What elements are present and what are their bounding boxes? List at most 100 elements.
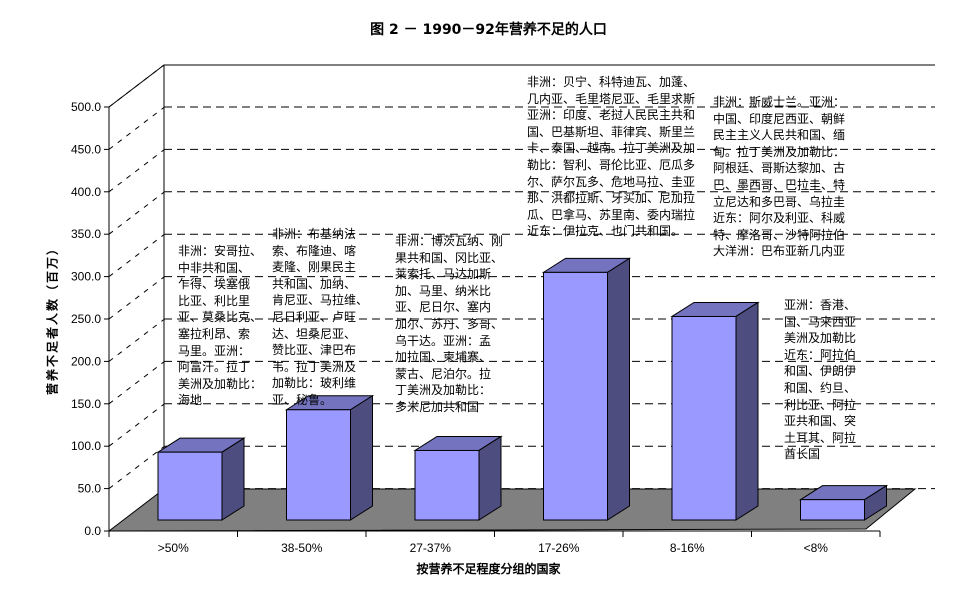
y-tick-label: 150.0 bbox=[71, 397, 101, 411]
y-tick-label: 100.0 bbox=[71, 439, 101, 453]
chart-title: 图 2 － 1990－92年营养不足的人口 bbox=[370, 22, 607, 38]
bar-front bbox=[286, 409, 351, 521]
bar bbox=[798, 484, 889, 521]
annotation-line: 和国、约旦、 bbox=[784, 380, 857, 395]
bars bbox=[156, 257, 889, 521]
bar-front bbox=[800, 499, 865, 521]
side-gridline bbox=[108, 446, 165, 489]
annotation-line: 卡、泰国、越南。拉丁美洲及加 bbox=[527, 141, 696, 156]
annotation-line: 乌干达。亚洲：孟 bbox=[395, 333, 492, 348]
annotation-line: 多米尼加共和国 bbox=[395, 399, 480, 414]
annotation-country-list: 非洲：布基纳法 索、布隆迪、喀 麦隆、刚果民主 共和国、加纳、 肯尼亚、马拉维、 尼日利亚… bbox=[272, 226, 372, 409]
annotation-line: 加尔、苏丹、多哥、 bbox=[395, 316, 504, 331]
annotation-line: 索、布隆迪、喀 bbox=[272, 243, 357, 258]
annotation-line: 巴、墨西哥、巴拉圭、特 bbox=[713, 177, 846, 192]
annotation-line: 民主主义人民共和国、缅 bbox=[713, 128, 846, 143]
y-axis-label: 营养不足者人数（百万） bbox=[45, 240, 60, 396]
side-gridline bbox=[108, 403, 165, 447]
y-tick-label: 500.0 bbox=[71, 100, 101, 114]
annotation-line: 亚、莫桑比克、 bbox=[178, 310, 263, 325]
y-tick-label: 450.0 bbox=[71, 142, 101, 156]
y-tick-label: 250.0 bbox=[71, 312, 101, 326]
annotation-line: 亚、尼日尔、塞内 bbox=[395, 300, 492, 315]
bar bbox=[670, 301, 760, 521]
bar-side bbox=[735, 301, 759, 521]
annotation-line: 勒比：智利、哥伦比亚、厄瓜多 bbox=[527, 157, 696, 172]
bar bbox=[284, 394, 375, 521]
x-tick-label: 8-16% bbox=[670, 541, 705, 555]
annotation-line: 酋长国 bbox=[784, 447, 821, 462]
annotation-line: 亚洲：印度、老挝人民民主共和 bbox=[527, 108, 696, 123]
annotation-line: 丁美洲及加勒比： bbox=[395, 383, 492, 398]
annotation-line: 甸。拉丁美洲及加勒比： bbox=[713, 144, 846, 159]
annotation-line: 国、马来西亚 bbox=[784, 314, 857, 329]
side-gridline bbox=[108, 319, 165, 362]
annotation-line: 加、马里、纳米比 bbox=[395, 283, 492, 298]
bar-front bbox=[157, 451, 223, 521]
annotation-line: 近东：伊拉克、也门共和国。 bbox=[527, 224, 684, 239]
annotation-line: 大洋洲：巴布亚新几内亚 bbox=[713, 244, 846, 259]
annotation-line: 阿富汗。拉丁 bbox=[178, 360, 251, 375]
annotation-line: 中非共和国、 bbox=[178, 260, 251, 275]
annotation-line: 非洲：安哥拉、 bbox=[178, 244, 263, 258]
bar-front bbox=[414, 449, 480, 521]
annotation-line: 立尼达和多巴哥、乌拉圭 bbox=[713, 194, 846, 209]
annotation-line: 比亚、利比里 bbox=[178, 293, 251, 308]
annotation-line: 近东：阿尔及利亚、科威 bbox=[713, 211, 846, 226]
bar-side bbox=[221, 437, 245, 521]
annotation-line: 尼日利亚、卢旺 bbox=[272, 309, 357, 324]
annotation-line: 中国、印度尼西亚、朝鲜 bbox=[713, 111, 846, 126]
bar-front bbox=[543, 271, 608, 521]
annotation-line: 麦隆、刚果民主 bbox=[272, 260, 357, 275]
annotation-line: 加勒比：玻利维 bbox=[272, 376, 357, 391]
annotation-line: 瓜、巴拿马、苏里南、委内瑞拉 bbox=[527, 207, 696, 222]
annotation-line: 莱索托、马达加斯 bbox=[395, 267, 492, 282]
x-tick-label: 17-26% bbox=[538, 541, 580, 555]
annotation-line: 利比亚、阿拉 bbox=[784, 397, 857, 412]
bar-side bbox=[350, 394, 373, 521]
bar bbox=[413, 435, 503, 521]
bar-side bbox=[607, 257, 630, 521]
side-gridline bbox=[108, 149, 165, 193]
annotation-line: 美洲及加勒比： bbox=[178, 376, 263, 391]
annotation-line: 韦。拉丁美洲及 bbox=[272, 359, 357, 374]
x-axis-label: 按营养不足程度分组的国家 bbox=[416, 562, 561, 576]
annotation-line: 亚、秘鲁。 bbox=[272, 392, 333, 407]
annotation-country-list: 非洲：贝宁、科特迪瓦、加蓬、 几内亚、毛里塔尼亚、毛里求斯 亚洲：印度、老挝人民民主… bbox=[527, 74, 707, 240]
side-gridline bbox=[108, 64, 165, 108]
side-gridline bbox=[108, 191, 165, 235]
x-tick-label: 27-37% bbox=[410, 541, 452, 555]
side-gridline bbox=[108, 361, 165, 405]
annotation-line: 非洲：布基纳法 bbox=[272, 227, 357, 241]
annotation-country-list: 非洲：安哥拉、 中非共和国、 乍得、埃塞俄 比亚、利比里 亚、莫桑比克、 塞拉利昂、索 马里… bbox=[178, 243, 268, 409]
annotation-country-list: 非洲：博茨瓦纳、刚 果共和国、冈比亚、 莱索托、马达加斯 加、马里、纳米比 亚、尼日尔、… bbox=[395, 233, 513, 416]
gridlines bbox=[108, 64, 935, 490]
side-gridline bbox=[108, 276, 165, 320]
y-tick-label: 300.0 bbox=[71, 270, 101, 284]
bar-front bbox=[671, 315, 737, 521]
annotation-line: 蒙古、尼泊尔。拉 bbox=[395, 366, 492, 381]
y-tick-label: 400.0 bbox=[71, 185, 101, 199]
x-tick-label: 38-50% bbox=[281, 541, 323, 555]
annotation-country-list: 非洲：斯威士兰。亚洲： 中国、印度尼西亚、朝鲜 民主主义人民共和国、缅 甸。拉丁美洲及… bbox=[713, 94, 853, 260]
annotation-line: 肯尼亚、马拉维、 bbox=[272, 293, 369, 308]
annotation-line: 非洲：博茨瓦纳、刚 bbox=[395, 234, 504, 248]
bar-side bbox=[478, 435, 502, 521]
annotation-line: 果共和国、冈比亚、 bbox=[395, 250, 504, 265]
side-gridline bbox=[108, 107, 165, 150]
annotation-line: 阿根廷、哥斯达黎加、古 bbox=[713, 161, 846, 176]
annotation-line: 近东：阿拉伯 bbox=[784, 347, 857, 362]
annotation-line: 非洲：贝宁、科特迪瓦、加蓬、 bbox=[527, 75, 696, 89]
annotation-line: 国、巴基斯坦、菲律宾、斯里兰 bbox=[527, 124, 696, 139]
annotation-line: 共和国、加纳、 bbox=[272, 276, 357, 291]
axes: 0.0 50.0 100.0 150.0 200.0 250.0 300.0 350.0 400… bbox=[71, 100, 881, 555]
y-tick-label: 350.0 bbox=[71, 227, 101, 241]
annotation-line: 尔、萨尔瓦多、危地马拉、圭亚 bbox=[527, 174, 696, 189]
annotation-line: 赞比亚、津巴布 bbox=[272, 343, 357, 358]
y-tick-label: 50.0 bbox=[78, 482, 102, 496]
annotation-line: 亚共和国、突 bbox=[784, 414, 857, 429]
annotation-line: 非洲：斯威士兰。亚洲： bbox=[713, 95, 846, 109]
side-gridline bbox=[108, 234, 165, 277]
x-tick-label: >50% bbox=[158, 541, 189, 555]
annotation-line: 几内亚、毛里塔尼亚、毛里求斯 bbox=[527, 91, 696, 106]
